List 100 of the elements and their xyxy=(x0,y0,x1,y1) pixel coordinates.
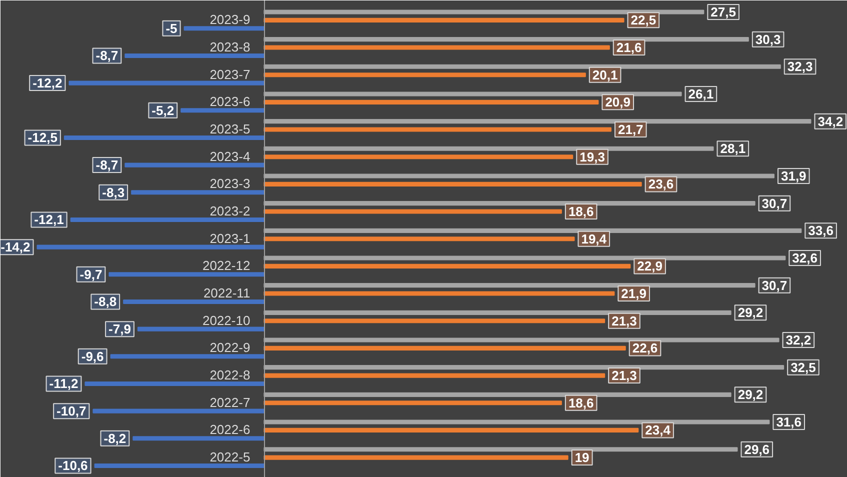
bar xyxy=(64,135,265,140)
bar xyxy=(264,264,631,268)
y-tick-label: 2023-8 xyxy=(210,39,250,54)
data-label: -12,5 xyxy=(28,130,58,146)
data-label: 34,2 xyxy=(818,114,844,129)
bar xyxy=(137,326,265,332)
data-label: 29,2 xyxy=(738,387,764,402)
bar xyxy=(84,381,265,386)
bar xyxy=(264,455,568,460)
bar xyxy=(36,244,265,250)
data-label: -9,7 xyxy=(80,266,102,282)
bar xyxy=(131,190,265,195)
data-label: 19,4 xyxy=(581,231,608,246)
data-label: -7,9 xyxy=(108,322,131,337)
bar xyxy=(264,209,562,214)
data-label: -12,2 xyxy=(32,76,62,91)
bar xyxy=(264,236,575,242)
data-label: 33,6 xyxy=(808,223,834,238)
y-tick-label: 2023-5 xyxy=(210,121,250,136)
data-label: -9,6 xyxy=(81,348,104,364)
data-label: 32,6 xyxy=(792,250,818,266)
bar xyxy=(264,428,639,432)
data-label: -10,6 xyxy=(58,458,88,474)
bar xyxy=(92,408,265,414)
data-label: -5 xyxy=(166,20,178,36)
data-label: 29,6 xyxy=(744,442,770,457)
data-label: 20,1 xyxy=(592,67,618,82)
bar xyxy=(124,162,265,168)
data-label: 22,6 xyxy=(632,340,658,356)
data-label: 20,9 xyxy=(605,94,631,110)
data-label: 27,5 xyxy=(710,4,736,20)
y-tick-label: 2022-7 xyxy=(210,394,250,410)
bar xyxy=(264,18,624,22)
y-tick-label: 2023-7 xyxy=(210,66,250,82)
data-label: -8,8 xyxy=(94,294,117,310)
y-tick-label: 2023-1 xyxy=(210,230,250,246)
data-label: -11,2 xyxy=(49,376,78,392)
data-label: 21,3 xyxy=(612,313,637,328)
y-tick-label: 2022-11 xyxy=(203,285,250,300)
data-label: 18,6 xyxy=(568,204,594,220)
data-label: 23,6 xyxy=(648,176,674,192)
bar xyxy=(264,100,599,104)
bar xyxy=(94,463,265,468)
data-label: 31,6 xyxy=(776,414,802,430)
data-label: -14,2 xyxy=(0,240,30,255)
bar xyxy=(264,72,586,78)
data-label: 21,3 xyxy=(612,368,637,384)
data-label: 32,3 xyxy=(787,59,813,74)
data-label: 26,1 xyxy=(688,86,714,102)
bar xyxy=(110,354,265,359)
bar xyxy=(264,318,606,324)
y-tick-label: 2022-8 xyxy=(210,367,250,382)
data-label: 21,7 xyxy=(618,122,644,138)
bar xyxy=(264,346,626,350)
data-label: -5,2 xyxy=(152,102,174,118)
y-tick-label: 2023-3 xyxy=(210,176,250,192)
data-label: -8,2 xyxy=(104,430,126,446)
data-label: 28,1 xyxy=(720,141,746,156)
data-label: 29,2 xyxy=(738,305,764,320)
bar xyxy=(264,154,574,160)
data-label: 32,2 xyxy=(786,332,812,348)
data-label: 30,7 xyxy=(762,278,788,293)
bar xyxy=(264,373,606,378)
data-label: 22,9 xyxy=(637,258,662,274)
bar xyxy=(180,108,265,113)
bar xyxy=(264,291,615,296)
bar xyxy=(264,182,642,186)
data-label: 21,9 xyxy=(621,286,646,302)
bar xyxy=(184,26,265,31)
data-label: 23,4 xyxy=(645,422,672,438)
y-tick-label: 2022-6 xyxy=(210,422,250,438)
bar xyxy=(264,45,610,50)
y-tick-label: 2022-10 xyxy=(202,312,250,328)
data-label: 21,6 xyxy=(616,40,642,56)
y-tick-label: 2023-6 xyxy=(210,94,250,110)
data-label: -8,7 xyxy=(96,158,118,173)
data-label: 30,7 xyxy=(762,196,788,211)
y-tick-label: 2023-4 xyxy=(210,148,250,164)
bar xyxy=(108,272,265,277)
data-label: -10,7 xyxy=(56,404,86,419)
data-label: -12,1 xyxy=(34,212,64,228)
data-label: 31,9 xyxy=(780,168,806,184)
data-label: 19 xyxy=(574,450,590,466)
data-label: 19,3 xyxy=(580,149,605,164)
bar xyxy=(264,127,612,132)
y-tick-label: 2023-2 xyxy=(210,203,250,218)
data-label: -8,3 xyxy=(102,184,125,200)
data-label: -8,7 xyxy=(96,48,118,64)
data-label: 18,6 xyxy=(568,395,594,410)
data-label: 22,5 xyxy=(630,12,656,28)
bar xyxy=(124,53,265,58)
bar xyxy=(68,80,265,86)
y-tick-label: 2022-9 xyxy=(210,340,250,356)
y-tick-label: 2023-9 xyxy=(210,12,250,28)
y-tick-label: 2022-12 xyxy=(202,258,250,274)
data-label: 32,5 xyxy=(790,360,816,375)
data-label: 30,3 xyxy=(755,32,781,47)
bar xyxy=(132,436,265,441)
bar xyxy=(264,400,562,406)
bar xyxy=(70,217,265,222)
